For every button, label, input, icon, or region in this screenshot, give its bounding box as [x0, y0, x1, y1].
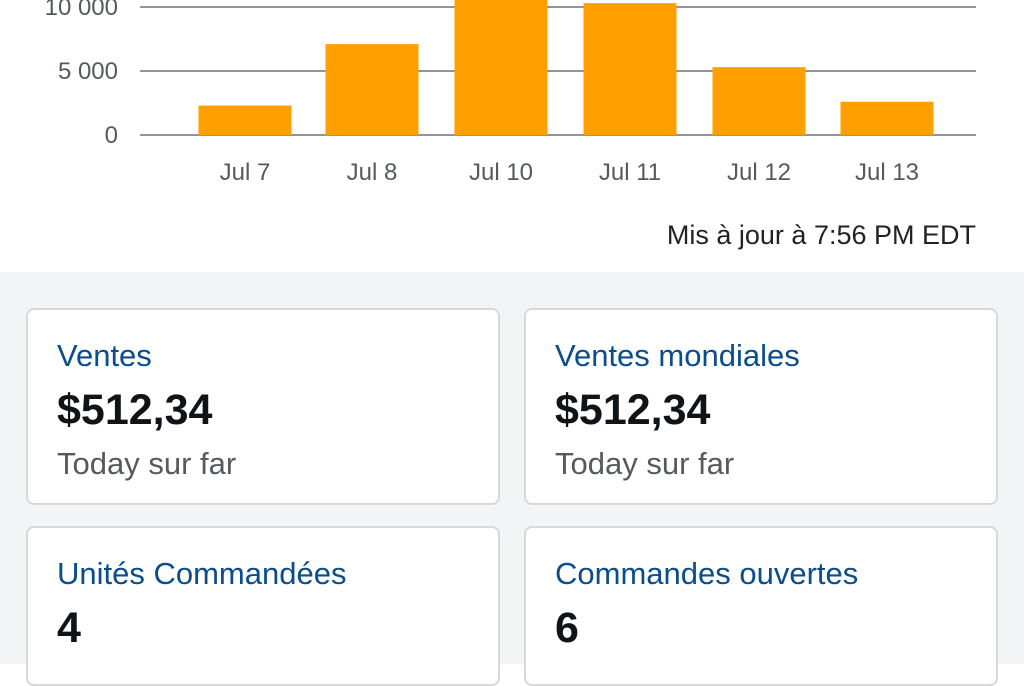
- sales-bar-chart: 0 5 000 10 000 Jul 7 Jul 8 Jul 10 Jul 11 Jul 12…: [45, 0, 976, 186]
- last-updated-text: Mis à jour à 7:56 PM EDT: [666, 220, 976, 250]
- open-orders-card[interactable]: Commandes ouvertes 6: [524, 526, 998, 686]
- bar: [840, 101, 934, 135]
- x-tick-label: Jul 10: [469, 159, 533, 186]
- x-tick-label: Jul 7: [220, 159, 271, 186]
- y-tick-label: 5 000: [58, 58, 118, 85]
- global-sales-card-period: Today sur far: [555, 446, 735, 481]
- bar: [325, 44, 419, 136]
- sales-card-period: Today sur far: [57, 446, 237, 481]
- sales-card[interactable]: Ventes $512,34 Today sur far: [26, 308, 500, 505]
- units-ordered-card[interactable]: Unités Commandées 4: [26, 526, 500, 686]
- global-sales-card[interactable]: Ventes mondiales $512,34 Today sur far: [524, 308, 998, 505]
- sales-card-value: $512,34: [57, 386, 213, 434]
- open-orders-card-title: Commandes ouvertes: [555, 556, 859, 591]
- bar: [454, 0, 548, 136]
- sales-chart: 0 5 000 10 000 Jul 7 Jul 8 Jul 10 Jul 11 Jul 12…: [0, 0, 1024, 272]
- units-ordered-card-title: Unités Commandées: [57, 556, 347, 591]
- units-ordered-card-value: 4: [57, 604, 81, 652]
- open-orders-card-value: 6: [555, 604, 579, 652]
- x-tick-label: Jul 8: [347, 159, 398, 186]
- global-sales-card-value: $512,34: [555, 386, 711, 434]
- bar: [583, 3, 677, 135]
- y-tick-label: 10 000: [45, 0, 118, 21]
- x-tick-label: Jul 13: [855, 159, 919, 186]
- bar: [198, 105, 292, 135]
- sales-card-title: Ventes: [57, 338, 152, 373]
- y-tick-label: 0: [105, 122, 118, 149]
- global-sales-card-title: Ventes mondiales: [555, 338, 800, 373]
- x-tick-label: Jul 11: [599, 159, 661, 186]
- metrics-panel: Ventes $512,34 Today sur far Ventes mond…: [0, 272, 1024, 686]
- x-tick-label: Jul 12: [727, 159, 791, 186]
- bar: [712, 67, 806, 135]
